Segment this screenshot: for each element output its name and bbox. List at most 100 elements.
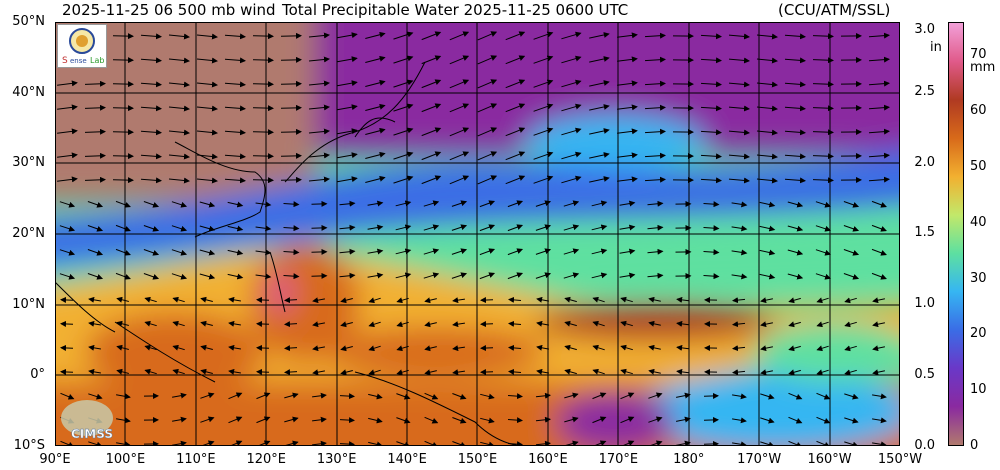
wind-arrow bbox=[812, 57, 834, 64]
wind-arrow bbox=[788, 416, 803, 424]
wind-arrow bbox=[812, 177, 834, 184]
wind-arrow bbox=[589, 152, 610, 159]
wind-arrow bbox=[507, 224, 524, 232]
wind-arrow bbox=[168, 129, 190, 136]
wind-arrow bbox=[731, 273, 748, 280]
wind-level-label: 2025-11-25 06 500 mb wind bbox=[62, 1, 276, 19]
wind-arrow bbox=[116, 344, 129, 351]
wind-arrow bbox=[589, 80, 610, 87]
wind-arrow bbox=[644, 176, 666, 183]
wind-arrow bbox=[563, 248, 580, 255]
wind-arrow bbox=[283, 249, 300, 256]
wind-arrow bbox=[644, 128, 666, 135]
wind-arrow bbox=[589, 32, 610, 39]
wind-arrow bbox=[423, 200, 440, 207]
wind-arrow bbox=[87, 225, 104, 232]
svg-text:S: S bbox=[62, 56, 68, 66]
wind-arrow bbox=[367, 248, 384, 255]
wind-arrow bbox=[728, 177, 750, 184]
wind-arrow bbox=[843, 249, 860, 256]
wind-arrow bbox=[224, 81, 246, 88]
wind-arrow bbox=[393, 151, 414, 160]
wind-arrow bbox=[339, 417, 355, 424]
wind-arrow bbox=[589, 104, 610, 111]
wind-arrow bbox=[535, 224, 552, 231]
wind-arrow bbox=[200, 416, 215, 423]
wind-arrow bbox=[168, 177, 190, 184]
wind-arrow bbox=[140, 33, 162, 40]
lon-label: 160°E bbox=[528, 452, 568, 467]
wind-arrow bbox=[508, 368, 522, 375]
wind-arrow bbox=[480, 393, 495, 400]
wind-arrow bbox=[312, 440, 327, 446]
wind-arrow bbox=[87, 273, 104, 280]
ssec-lab-logo: S ense Lab bbox=[57, 24, 107, 68]
wind-arrow bbox=[533, 175, 554, 184]
wind-arrow bbox=[843, 225, 860, 232]
wind-arrow bbox=[172, 296, 185, 303]
wind-arrow bbox=[140, 153, 162, 160]
wind-arrow bbox=[140, 177, 162, 184]
mm-tick: 70 bbox=[970, 47, 987, 63]
wind-arrow bbox=[365, 127, 386, 135]
wind-arrow bbox=[648, 296, 661, 303]
wind-arrow bbox=[563, 200, 580, 207]
wind-arrow bbox=[196, 33, 218, 40]
mm-tick: 50 bbox=[970, 159, 987, 175]
wind-arrow bbox=[367, 200, 384, 207]
wind-arrow bbox=[592, 320, 605, 327]
wind-arrow bbox=[395, 200, 412, 207]
wind-arrow bbox=[365, 31, 386, 39]
wind-arrow bbox=[88, 296, 101, 303]
wind-arrow bbox=[617, 128, 638, 135]
wind-arrow bbox=[255, 201, 272, 208]
wind-arrow bbox=[815, 249, 832, 256]
wind-arrow bbox=[339, 224, 356, 231]
wind-arrow bbox=[224, 177, 246, 184]
wind-arrow bbox=[479, 224, 496, 232]
lat-label: 40°N bbox=[12, 84, 45, 100]
wind-arrow bbox=[816, 297, 829, 304]
wind-arrow bbox=[57, 128, 78, 135]
wind-arrow bbox=[728, 81, 750, 88]
wind-arrow bbox=[60, 296, 74, 303]
lat-label: 20°N bbox=[12, 226, 45, 241]
wind-arrow bbox=[337, 56, 358, 63]
wind-arrow bbox=[227, 201, 244, 208]
wind-arrow bbox=[533, 31, 554, 40]
wind-arrow bbox=[308, 32, 330, 39]
wind-arrow bbox=[365, 55, 386, 63]
tpw-map bbox=[55, 22, 900, 446]
wind-arrow bbox=[172, 344, 185, 351]
wind-arrow bbox=[172, 320, 185, 327]
wind-arrow bbox=[256, 416, 271, 424]
wind-arrow bbox=[116, 296, 129, 303]
wind-arrow bbox=[115, 200, 131, 208]
wind-arrow bbox=[648, 416, 663, 423]
wind-arrow bbox=[196, 81, 218, 88]
wind-arrow bbox=[759, 273, 776, 280]
wind-arrow bbox=[340, 321, 353, 328]
wind-arrow bbox=[140, 105, 162, 112]
inch-tick: 3.0 bbox=[914, 22, 935, 37]
wind-arrow bbox=[644, 104, 666, 111]
wind-arrow bbox=[228, 392, 243, 400]
wind-arrow bbox=[619, 224, 636, 231]
wind-arrow bbox=[676, 440, 691, 446]
wind-arrow bbox=[421, 31, 442, 41]
wind-arrow bbox=[115, 224, 131, 232]
wind-arrow bbox=[591, 248, 608, 255]
wind-arrow bbox=[280, 32, 302, 39]
mm-unit-label: mm bbox=[970, 60, 996, 75]
wind-arrow bbox=[536, 320, 549, 327]
wind-arrow bbox=[60, 344, 74, 351]
wind-arrow bbox=[477, 103, 498, 113]
wind-arrow bbox=[449, 175, 470, 185]
wind-arrow bbox=[507, 441, 523, 446]
lat-label: 50°N bbox=[12, 14, 45, 29]
wind-arrow bbox=[84, 80, 106, 87]
wind-arrow bbox=[816, 345, 829, 352]
wind-arrow bbox=[196, 57, 218, 64]
lon-label: 100°E bbox=[105, 452, 146, 467]
wind-arrow bbox=[365, 175, 386, 183]
